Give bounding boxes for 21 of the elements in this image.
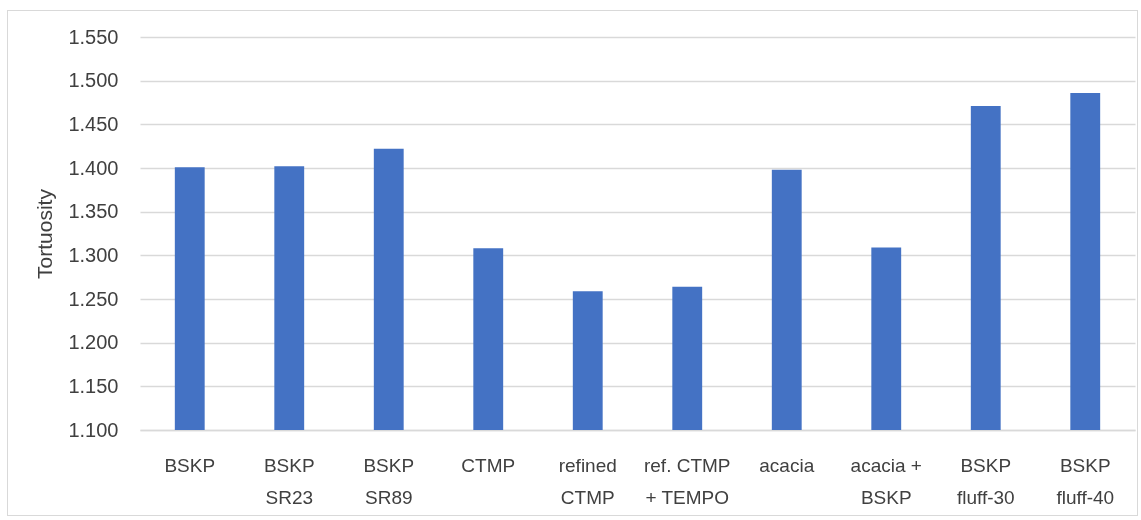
y-tick-label: 1.200 bbox=[68, 331, 119, 354]
y-tick-label: 1.250 bbox=[68, 287, 119, 310]
x-tick-label: BSKP fluff-30 bbox=[956, 454, 1015, 508]
x-tick-label: acacia bbox=[759, 454, 815, 476]
x-tick-label: acacia + BSKP bbox=[850, 454, 922, 508]
x-tick-label: ref. CTMP + TEMPO bbox=[643, 454, 731, 508]
y-tick-label: 1.300 bbox=[68, 243, 119, 266]
y-tick-label: 1.500 bbox=[68, 69, 119, 92]
x-tick-label: CTMP bbox=[461, 454, 516, 476]
x-tick-label: BSKP bbox=[164, 454, 216, 476]
y-tick-label: 1.150 bbox=[68, 374, 119, 397]
y-axis-title: Tortuosity bbox=[33, 188, 57, 279]
x-tick-label: BSKP SR89 bbox=[363, 454, 415, 508]
x-tick-label: refined CTMP bbox=[558, 454, 617, 508]
y-tick-label: 1.450 bbox=[68, 112, 119, 135]
y-tick-label: 1.350 bbox=[68, 200, 119, 223]
x-tick-label: BSKP SR23 bbox=[263, 454, 315, 508]
y-tick-label: 1.100 bbox=[68, 418, 119, 441]
x-tick-label: BSKP fluff-40 bbox=[1056, 454, 1115, 508]
y-tick-label: 1.550 bbox=[68, 25, 119, 48]
y-tick-label: 1.400 bbox=[68, 156, 119, 179]
